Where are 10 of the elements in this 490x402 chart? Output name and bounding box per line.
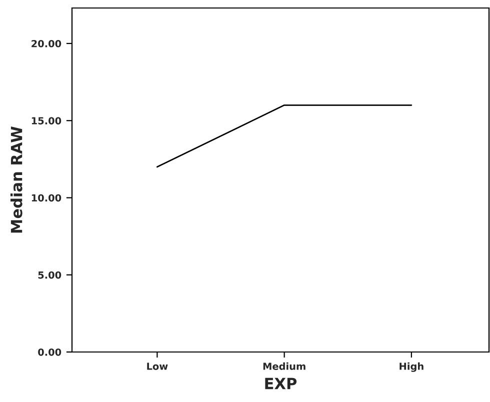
x-tick-label: Low bbox=[147, 362, 168, 370]
y-axis-title: Median RAW bbox=[10, 126, 22, 233]
x-axis-title: EXP bbox=[265, 378, 297, 390]
y-tick-label: 5.00 bbox=[38, 271, 62, 279]
x-tick-label: Medium bbox=[263, 362, 306, 370]
y-tick-label: 0.00 bbox=[38, 348, 62, 356]
y-tick-label: 10.00 bbox=[32, 194, 62, 202]
y-tick-label: 20.00 bbox=[32, 40, 62, 48]
y-tick-label: 15.00 bbox=[32, 117, 62, 124]
x-tick-label: High bbox=[400, 362, 424, 372]
